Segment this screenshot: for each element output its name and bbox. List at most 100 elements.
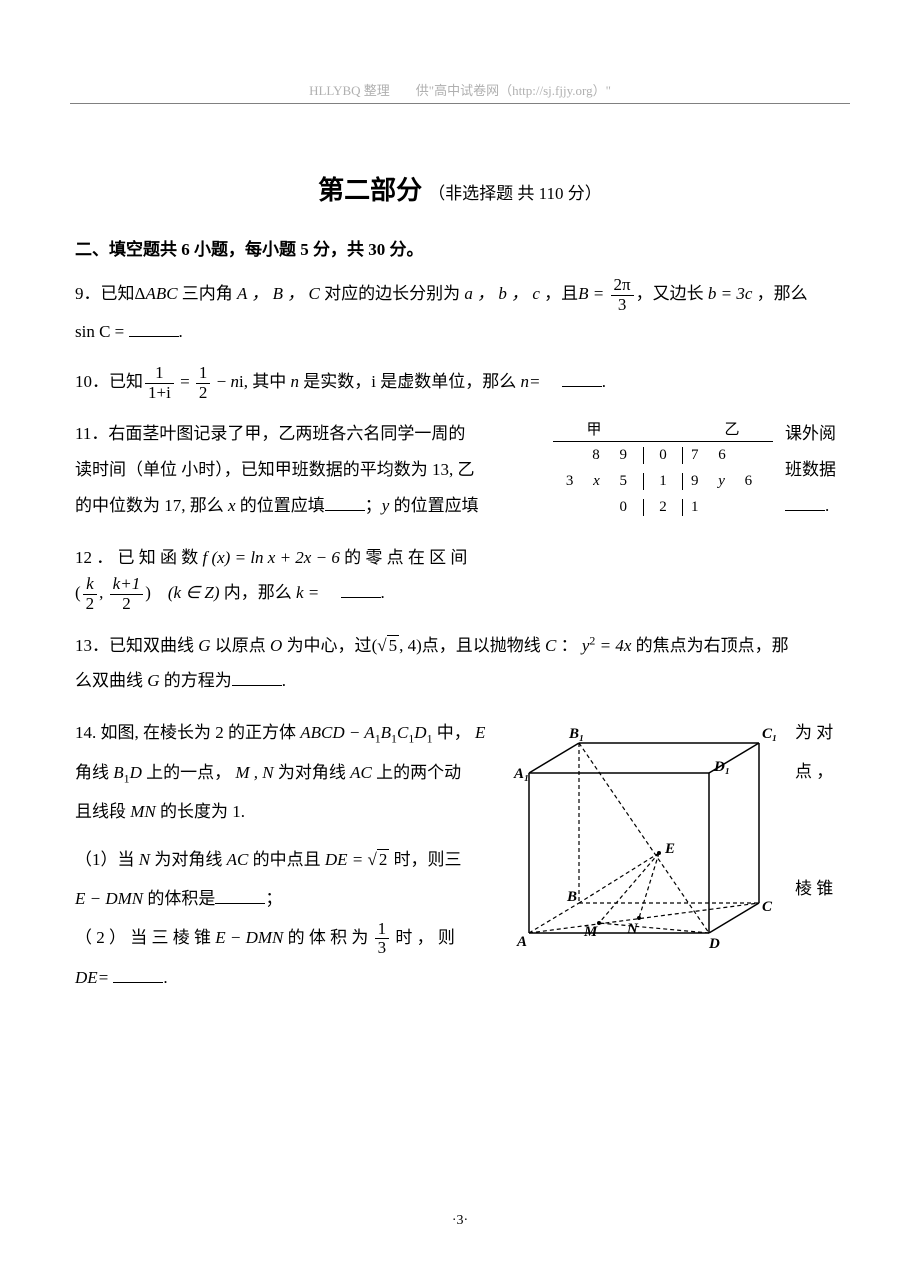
- lbl-N: N: [626, 921, 639, 937]
- q13-sqrt: 5: [377, 628, 399, 664]
- question-10: 10．已知11+i = 12 − ni, 其中 n 是实数，i 是虚数单位，那么…: [75, 364, 845, 402]
- q14-de: DE =: [325, 850, 368, 869]
- q12-t1: 的 零 点 在 区 间: [344, 548, 467, 567]
- q14-blank2: [113, 966, 163, 983]
- lbl-B1: B₁: [568, 726, 584, 742]
- lbl-A1: A₁: [513, 766, 529, 782]
- q12-f1n: k: [83, 575, 98, 595]
- q12-period: .: [381, 583, 385, 602]
- cube-svg: A₁ B₁ C₁ D₁ A B C D E M N: [509, 713, 779, 953]
- q9-blank: [129, 320, 179, 337]
- question-14: 14. 如图, 在棱长为 2 的正方体 ABCD − A1B1C1D1 中， E…: [75, 713, 845, 997]
- sl-1-right-pre: 9: [691, 473, 718, 489]
- q13-g1: G: [198, 636, 215, 655]
- q14-e: E: [475, 723, 485, 742]
- q14-text: 14. 如图, 在棱长为 2 的正方体 ABCD − A1B1C1D1 中， E…: [75, 713, 493, 997]
- sl-row-0: 8 9 0 7 6: [553, 442, 773, 468]
- q14-prefix: 14. 如图, 在棱长为 2 的正方体: [75, 723, 300, 742]
- q12-keq: k =: [296, 583, 324, 602]
- q14-t2: 角线: [75, 763, 113, 782]
- q12-blank: [341, 581, 381, 598]
- sl-row-1: 3 x 5 1 9 y 6: [553, 468, 773, 494]
- sl-1-left-post: 5: [608, 473, 635, 489]
- sl-1-y: y: [718, 473, 733, 489]
- question-13: 13．已知双曲线 G 以原点 O 为中心，过(5, 4)点，且以抛物线 C ： …: [75, 628, 845, 699]
- q14-b1: B: [113, 763, 123, 782]
- q13-colon: ：: [561, 636, 582, 655]
- q11-t3: 的位置应填: [240, 496, 325, 515]
- q10-t1: , 其中: [244, 372, 291, 391]
- q11-x: x: [228, 496, 240, 515]
- q14-p2a: （ 2 ） 当 三 棱 锥: [75, 928, 215, 947]
- q9-fd: 3: [611, 296, 634, 315]
- q14-f3n: 1: [375, 920, 390, 940]
- q14-side: 为 对 点 ， 棱 锥: [795, 713, 845, 997]
- q11-side1: 课外阅: [785, 424, 836, 443]
- lbl-D1: D₁: [713, 759, 730, 775]
- sl-2-mid: 2: [643, 499, 683, 516]
- sl-row-2: 0 2 1: [553, 494, 773, 520]
- part-sub: （非选择题 共 110 分）: [428, 184, 602, 203]
- q12-kz: (k ∈ Z): [168, 583, 224, 602]
- q14-sqrt: 2: [367, 840, 389, 879]
- q9-period: .: [179, 322, 183, 341]
- q9-frac: 2π3: [611, 276, 634, 314]
- question-9: 9．已知ΔABC 三内角 A ， B ， C 对应的边长分别为 a ， b ， …: [75, 276, 845, 350]
- q13-period: .: [282, 671, 286, 690]
- q11-side: 课外阅 班数据 .: [785, 416, 845, 523]
- q14-side2: 点 ，: [795, 762, 833, 781]
- sl-0-left: 8 9: [553, 447, 643, 464]
- q9-prefix: 9．已知: [75, 284, 135, 303]
- sl-1-mid: 1: [643, 473, 683, 490]
- q10-minus: −: [212, 372, 230, 391]
- q14-n: N: [139, 850, 155, 869]
- q9-edge: b = 3c: [704, 284, 757, 303]
- sl-1-right-post: 6: [733, 473, 760, 489]
- q10-nvar: n: [290, 372, 303, 391]
- q13-c: C: [545, 636, 561, 655]
- sl-head-right: 乙: [683, 418, 773, 439]
- q14-period: .: [163, 968, 167, 987]
- q10-f2n: 1: [196, 364, 211, 384]
- q13-blank: [232, 669, 282, 686]
- q14-f3: 13: [375, 920, 390, 958]
- q12-prefix: 12 ． 已 知 函 数: [75, 548, 203, 567]
- q10-f1d: 1+i: [145, 384, 174, 403]
- q13-t3: 点，且以抛物线: [422, 636, 545, 655]
- q14-p1d: 时，则三: [389, 850, 461, 869]
- q11-t4: ；: [365, 496, 382, 515]
- q11-blank-x: [325, 494, 365, 511]
- q11-text: 11．右面茎叶图记录了甲，乙两班各六名同学一周的 读时间（单位 小时），已知甲班…: [75, 416, 541, 523]
- q11-side2: 班数据: [785, 460, 836, 479]
- lbl-C1: C₁: [762, 726, 777, 742]
- q13-pt2: , 4): [399, 636, 422, 655]
- lbl-B: B: [566, 889, 577, 905]
- q14-d: D: [130, 763, 147, 782]
- q13-prefix: 13．已知双曲线: [75, 636, 198, 655]
- q14-p1c: 的中点且: [253, 850, 325, 869]
- q14-t1: 中，: [433, 723, 476, 742]
- q14-p1f: 的体积是: [147, 889, 215, 908]
- q9-t9: ，那么: [757, 284, 808, 303]
- q10-prefix: 10．已知: [75, 372, 143, 391]
- q13-t4: 的焦点为右顶点，那: [636, 636, 789, 655]
- q14-side1: 为 对: [795, 723, 833, 742]
- q14-blank1: [215, 887, 265, 904]
- q12-fx: f (x) = ln x + 2x − 6: [203, 548, 345, 567]
- q14-cube1: ABCD − A: [300, 723, 374, 742]
- page-footer: ·3·: [0, 1213, 920, 1229]
- q12-f2: k+12: [110, 575, 144, 613]
- q14-t6: 且线段: [75, 802, 130, 821]
- question-12: 12 ． 已 知 函 数 f (x) = ln x + 2x − 6 的 零 点…: [75, 540, 845, 614]
- q10-eq: =: [176, 372, 194, 391]
- q14-mn2: MN: [130, 802, 160, 821]
- q14-root2: 2: [377, 849, 390, 869]
- q14-t4: 为对角线: [278, 763, 350, 782]
- q12-rp: ): [145, 583, 168, 602]
- q9-fn: 2π: [611, 276, 634, 296]
- header-rule: [70, 103, 850, 104]
- q14-p2b: 的 体 积 为: [288, 928, 373, 947]
- q13-4x: = 4x: [595, 636, 635, 655]
- q13-t6: 的方程为: [164, 671, 232, 690]
- lbl-M: M: [583, 924, 598, 940]
